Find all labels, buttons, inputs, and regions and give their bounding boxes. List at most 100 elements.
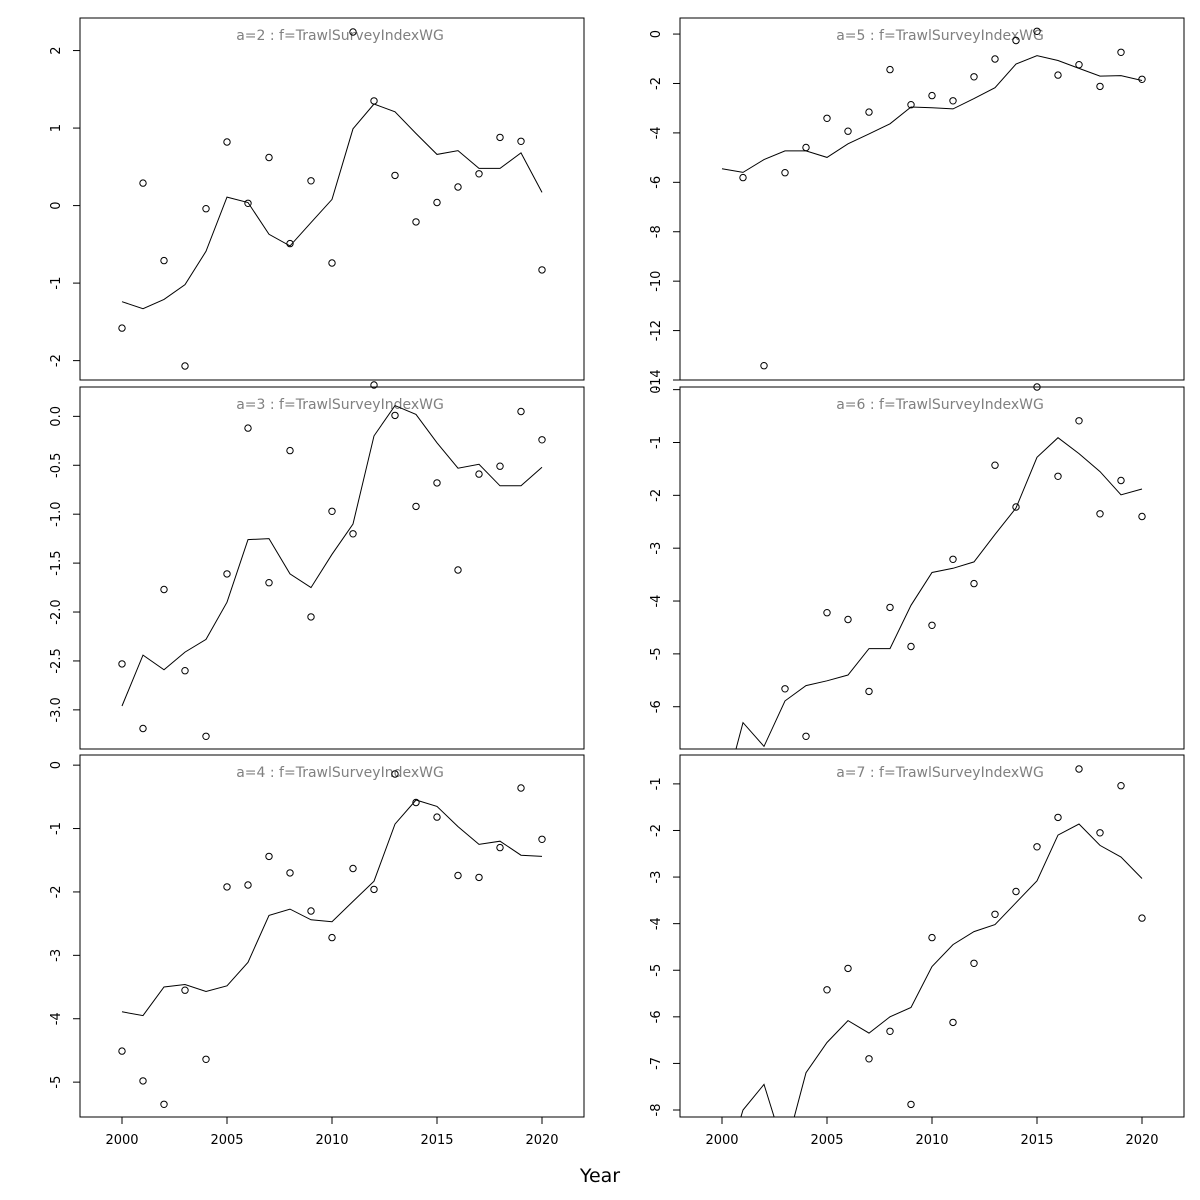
observed-point (202, 205, 210, 213)
y-tick-label: -2 (49, 885, 64, 898)
x-tick-label: 2000 (105, 1133, 138, 1148)
observed-point (139, 1077, 147, 1085)
x-axis-label: Year (579, 1165, 620, 1187)
observed-point (1096, 510, 1104, 518)
observed-point (1054, 71, 1062, 79)
panel-2: a=5 : f=TrawlSurveyIndexWG 0 -2 -4 -6 -8 -10 -1… (649, 17, 1185, 391)
observed-point (244, 424, 252, 432)
panel-5: a=4 : f=TrawlSurveyIndexWG 0 -1 -2 -3 -4 -5 200… (49, 754, 585, 1148)
panel-1: a=2 : f=TrawlSurveyIndexWG 2 1 0 -1 -2 (49, 17, 585, 381)
y-tick-label: -1 (649, 777, 664, 790)
observed-point (1054, 472, 1062, 480)
y-tick-label: 0.0 (49, 406, 64, 427)
observed-point (433, 479, 441, 487)
observed-point (307, 907, 315, 915)
y-tick-label: -14 (649, 369, 664, 390)
y-tick-label: 0 (49, 761, 64, 769)
y-tick-label: -3 (649, 542, 664, 555)
observed-point (286, 239, 294, 248)
observed-point (886, 65, 894, 74)
observed-point (202, 732, 210, 740)
observed-point (949, 1018, 957, 1027)
observed-point (202, 1055, 210, 1064)
observed-point (244, 199, 252, 208)
y-tick-label: -12 (649, 320, 664, 341)
observed-point (454, 183, 462, 191)
observed-point (991, 461, 999, 469)
observed-point (181, 362, 189, 370)
observed-point (823, 986, 831, 994)
observed-point (244, 881, 252, 889)
panel-3: a=3 : f=TrawlSurveyIndexWG 0.0 -0.5 -1.0 -1.… (49, 381, 585, 750)
observed-point (349, 28, 357, 36)
y-tick-label: -5 (649, 647, 664, 660)
panel-title: a=3 : f=TrawlSurveyIndexWG (236, 397, 444, 413)
observed-point (1075, 417, 1083, 425)
fitted-line (121, 103, 543, 310)
plot-frame (679, 386, 1185, 750)
observed-point (1117, 48, 1125, 56)
y-tick-label: -6 (649, 176, 664, 189)
observed-point (1138, 75, 1146, 84)
observed-point (223, 570, 231, 578)
y-tick-label: -1 (649, 436, 664, 449)
observed-point (949, 97, 957, 105)
y-tick-label: -3 (649, 871, 664, 884)
observed-point (181, 667, 189, 675)
observed-point (454, 566, 462, 574)
x-tick-label: 2010 (915, 1133, 948, 1148)
observed-point (1012, 36, 1020, 45)
x-tick-label: 2000 (705, 1133, 738, 1148)
observed-point (538, 436, 546, 444)
y-tick-label: -1.5 (49, 550, 64, 575)
panel-6: a=7 : f=TrawlSurveyIndexWG -1 -2 -3 -4 -5 -6 -7… (649, 754, 1185, 1148)
observed-point (823, 609, 831, 617)
observed-point (1075, 60, 1083, 69)
observed-point (118, 660, 126, 668)
y-tick-label: -4 (49, 1012, 64, 1025)
observed-point (370, 381, 378, 389)
fitted-line (740, 823, 1143, 1117)
observed-point (391, 171, 399, 180)
observed-point (907, 1100, 915, 1109)
observed-point (907, 642, 915, 651)
observed-point (286, 446, 294, 455)
observed-point (517, 137, 525, 146)
y-tick-label: -6 (649, 1010, 664, 1023)
y-tick-label: -3.0 (49, 697, 64, 722)
y-tick-label: 1 (49, 124, 64, 132)
panel-title: a=6 : f=TrawlSurveyIndexWG (836, 397, 1044, 413)
observed-point (412, 798, 420, 807)
observed-point (865, 687, 873, 696)
observed-point (928, 91, 936, 100)
observed-point (802, 143, 810, 152)
observed-point (1117, 782, 1125, 790)
observed-point (538, 266, 546, 274)
x-tick-label: 2020 (1125, 1133, 1158, 1148)
y-tick-label: -2 (649, 489, 664, 502)
observed-point (781, 685, 789, 693)
observed-point (1012, 887, 1020, 896)
y-tick-label: -1 (49, 277, 64, 290)
observed-point (160, 1100, 168, 1109)
panel-title: a=4 : f=TrawlSurveyIndexWG (236, 765, 444, 781)
y-tick-label: 0 (649, 30, 664, 38)
y-tick-label: -1.0 (49, 502, 64, 527)
observed-point (160, 585, 168, 594)
observed-point (223, 138, 231, 146)
y-tick-label: 2 (49, 46, 64, 54)
y-tick-label: -2 (49, 354, 64, 367)
observed-point (307, 613, 315, 621)
observed-point (1117, 476, 1125, 485)
fitted-line (121, 799, 543, 1017)
observed-point (823, 114, 831, 123)
y-tick-label: -2.0 (49, 599, 64, 624)
observed-point (181, 986, 189, 994)
observed-point (865, 1055, 873, 1063)
observed-point (781, 169, 789, 177)
observed-point (886, 1027, 894, 1036)
fitted-line (735, 437, 1143, 749)
observed-point (286, 869, 294, 877)
y-tick-label: -7 (649, 1057, 664, 1070)
